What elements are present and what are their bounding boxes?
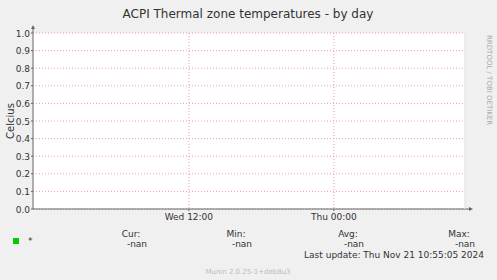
y-tick-label: 0.6 bbox=[16, 99, 31, 109]
stat-header: Min: bbox=[226, 229, 245, 239]
y-grid bbox=[33, 103, 465, 104]
y-tick-label: 0.3 bbox=[16, 152, 30, 162]
y-grid bbox=[33, 33, 465, 34]
frame-right bbox=[465, 33, 466, 209]
y-grid bbox=[33, 156, 465, 157]
stat-value: -nan bbox=[344, 239, 364, 249]
y-tick-label: 0.5 bbox=[16, 117, 30, 127]
y-grid bbox=[33, 121, 465, 122]
y-grid bbox=[33, 191, 465, 192]
stat-header: Avg: bbox=[338, 229, 358, 239]
footer: Munin 2.0.25-1+deb8u3 bbox=[205, 268, 290, 276]
x-grid bbox=[188, 33, 189, 209]
plot-area bbox=[33, 33, 465, 209]
legend-label: * bbox=[28, 236, 33, 246]
x-grid bbox=[333, 33, 334, 209]
x-axis bbox=[33, 209, 469, 210]
chart: ACPI Thermal zone temperatures - by day C… bbox=[0, 0, 497, 280]
y-tick-label: 0.8 bbox=[16, 64, 31, 74]
y-arrow bbox=[31, 25, 35, 29]
y-tick-label: 0.7 bbox=[16, 81, 30, 91]
stat-value: -nan bbox=[127, 239, 147, 249]
y-tick-label: 1.0 bbox=[16, 29, 31, 39]
x-tick-label: Thu 00:00 bbox=[310, 212, 357, 222]
x-tick-label: Wed 12:00 bbox=[165, 212, 214, 222]
y-grid bbox=[33, 85, 465, 86]
legend-swatch bbox=[13, 238, 19, 244]
y-tick-label: 0.9 bbox=[16, 46, 31, 56]
x-arrow bbox=[469, 207, 473, 211]
last-update: Last update: Thu Nov 21 10:55:05 2024 bbox=[304, 250, 484, 260]
y-label: Celcius bbox=[5, 103, 16, 139]
stat-header: Max: bbox=[448, 229, 470, 239]
y-grid bbox=[33, 50, 465, 51]
stat-value: -nan bbox=[455, 239, 475, 249]
y-grid bbox=[33, 138, 465, 139]
y-tick-label: 0.0 bbox=[16, 205, 31, 215]
y-grid bbox=[33, 68, 465, 69]
stat-header: Cur: bbox=[122, 229, 141, 239]
y-tick-label: 0.1 bbox=[16, 187, 30, 197]
y-axis bbox=[33, 29, 34, 209]
stat-value: -nan bbox=[232, 239, 252, 249]
y-tick-label: 0.2 bbox=[16, 169, 30, 179]
y-grid bbox=[33, 173, 465, 174]
title: ACPI Thermal zone temperatures - by day bbox=[123, 7, 374, 21]
background bbox=[0, 0, 497, 280]
y-tick-label: 0.4 bbox=[16, 134, 31, 144]
side-text: RRDTOOL / TOBI OETIKER bbox=[485, 35, 493, 125]
